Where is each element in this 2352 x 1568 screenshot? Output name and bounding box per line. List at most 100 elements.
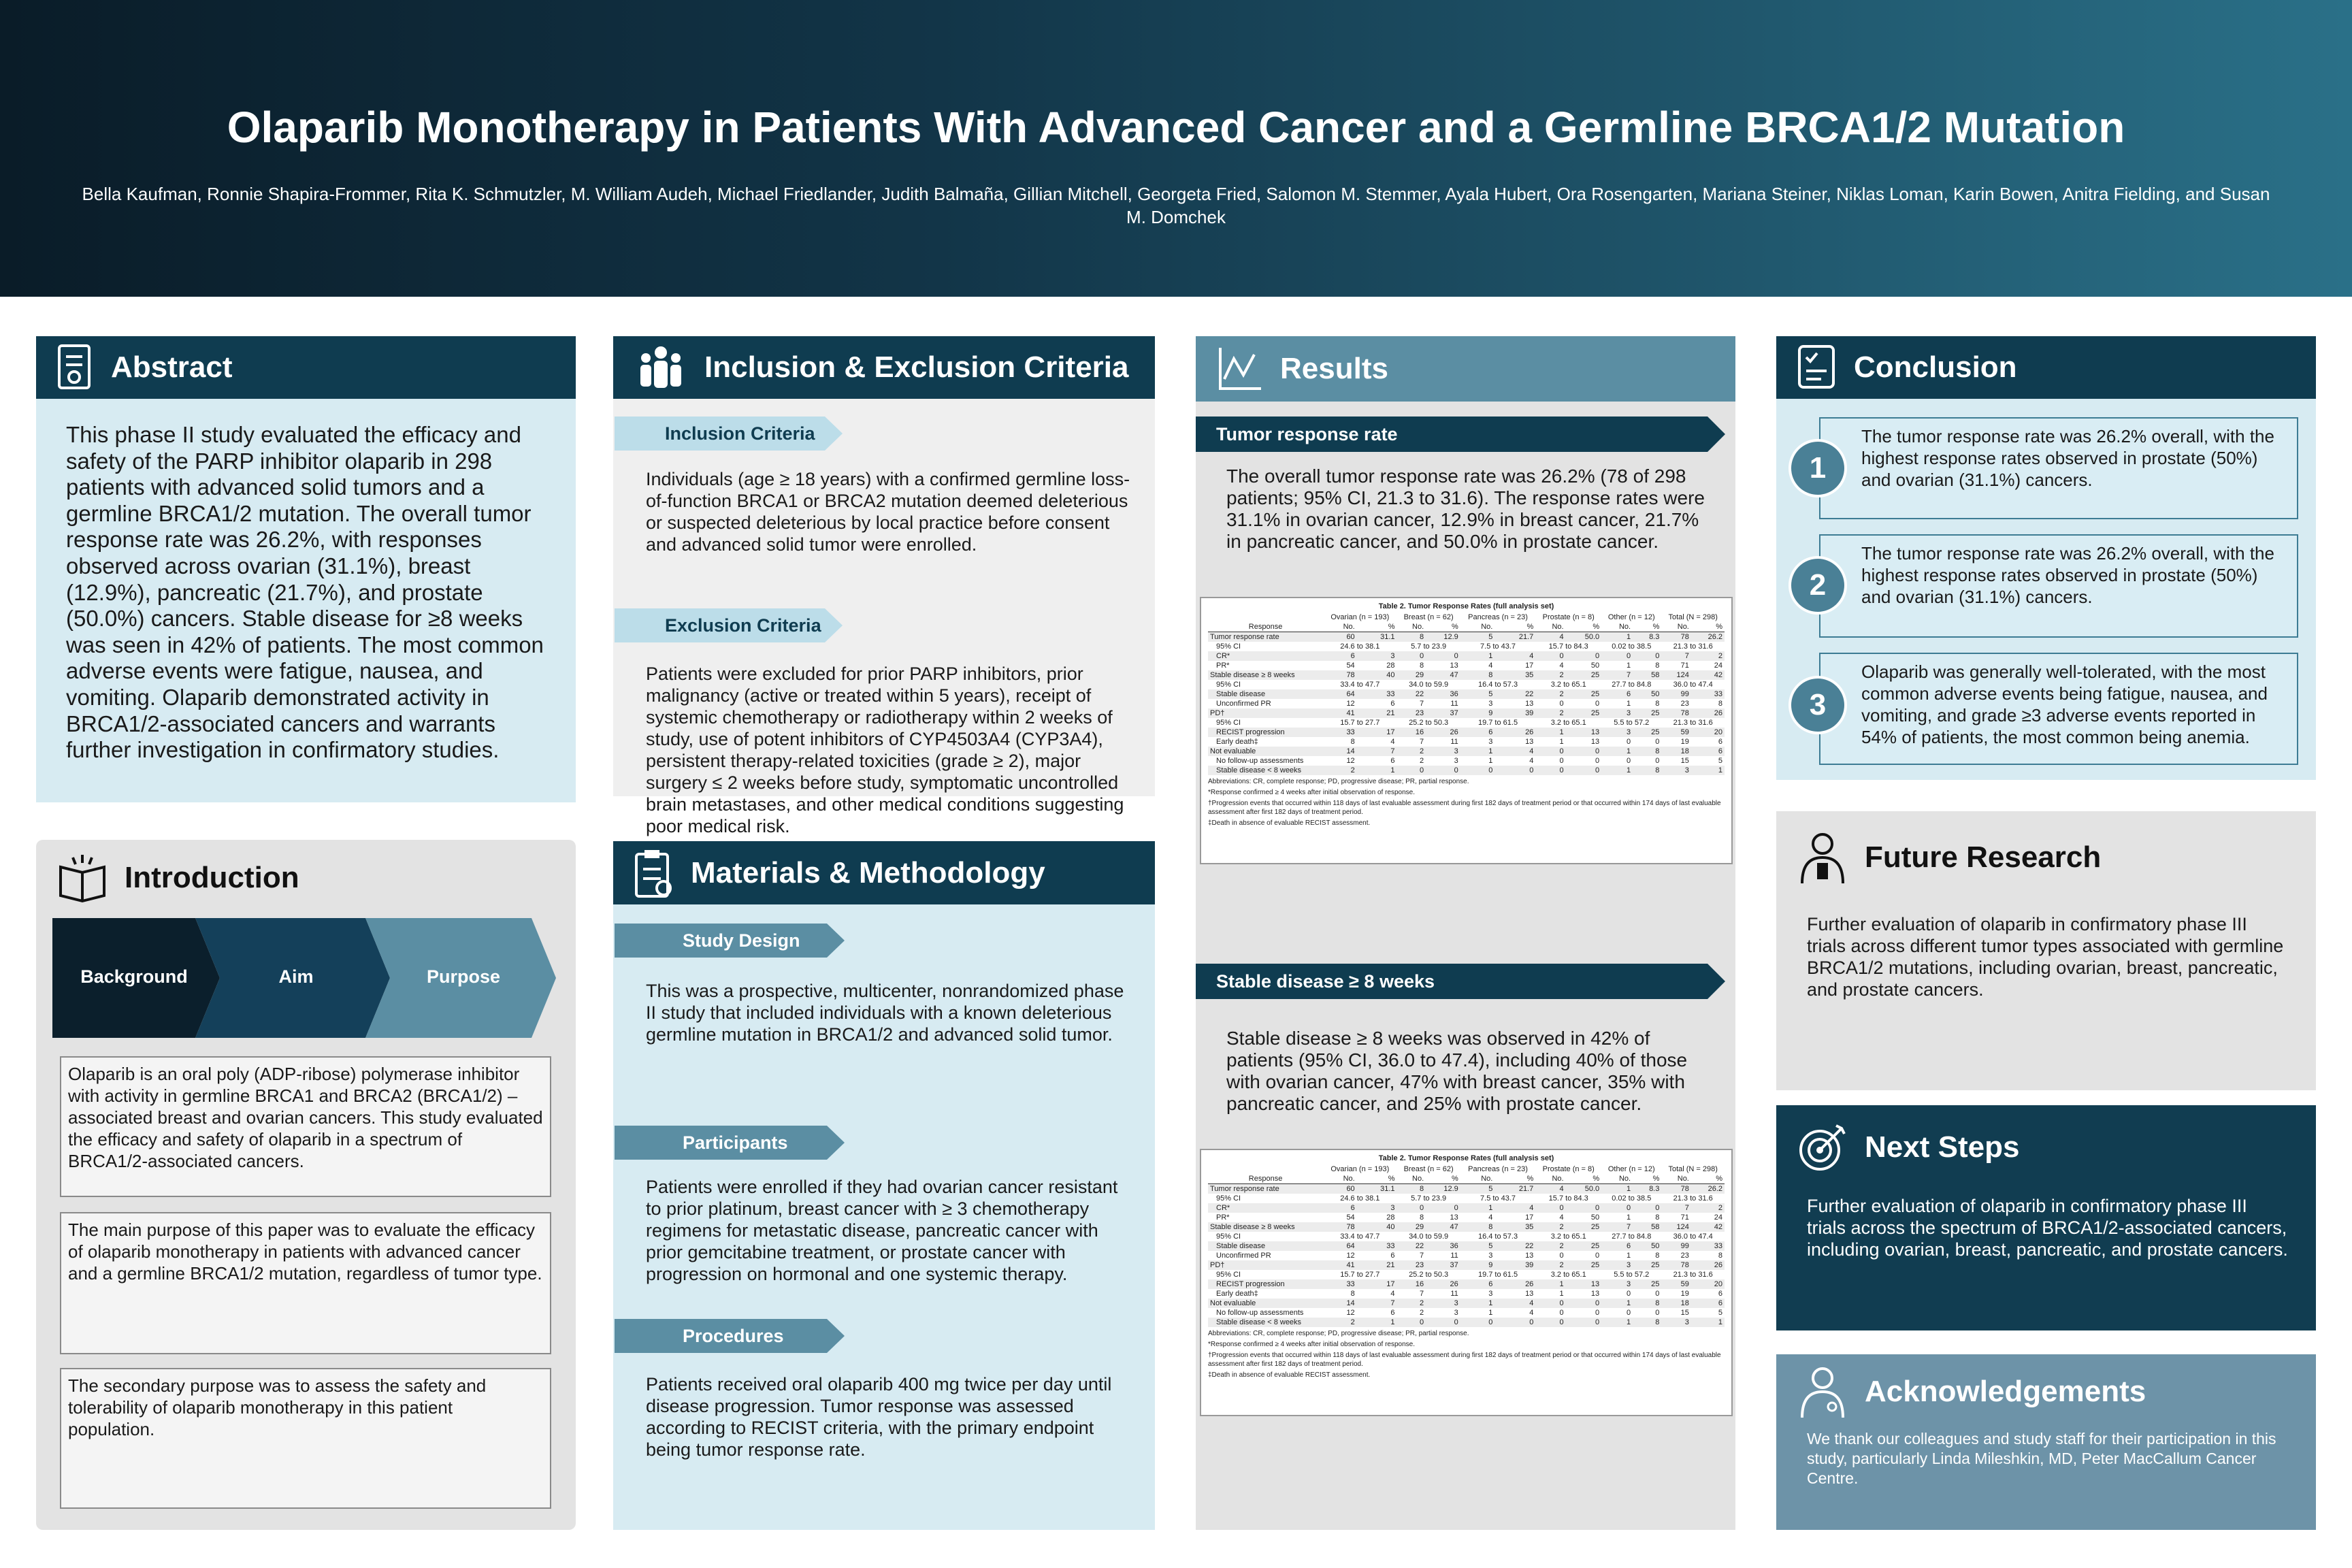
conclusion-number: 3: [1788, 676, 1847, 734]
table-cell: 25: [1565, 1222, 1602, 1232]
table-cell: 8: [1350, 738, 1355, 746]
section-heading: Future Research: [1865, 840, 2102, 874]
table-cell: 64: [1323, 1241, 1357, 1251]
table-cell: 0: [1460, 766, 1495, 775]
table-cell: 1: [1460, 1298, 1495, 1308]
table-cell: 3: [1426, 1298, 1460, 1308]
table-cell: 1: [1690, 766, 1725, 775]
conclusion-number: 2: [1788, 556, 1847, 615]
table-subheader: No.: [1661, 1174, 1691, 1184]
table-cell: No follow-up assessments: [1216, 757, 1304, 765]
table-subheader: No.: [1396, 1174, 1426, 1184]
table-cell: 95% CI: [1216, 642, 1241, 651]
table-subheader: %: [1565, 1174, 1602, 1184]
table-cell: 0: [1535, 1298, 1566, 1308]
table-cell: 16: [1396, 728, 1426, 737]
table-cell: 95% CI: [1216, 1271, 1241, 1279]
table-cell: 25: [1633, 708, 1662, 718]
table-cell: 4: [1529, 757, 1534, 765]
intro-paragraph: The main purpose of this paper was to ev…: [60, 1212, 551, 1354]
table-cell: 4: [1494, 651, 1536, 661]
table-cell: 13: [1525, 1290, 1534, 1298]
table-cell: 6: [1601, 1241, 1633, 1251]
table-cell: 1: [1356, 766, 1397, 775]
table-cell: 26: [1426, 728, 1460, 737]
header-banner: [0, 0, 2352, 297]
table-cell: 0: [1494, 1318, 1536, 1327]
table-cell: 8: [1350, 1290, 1355, 1298]
table-cell: 6: [1460, 1279, 1495, 1289]
table-cell: 24: [1714, 662, 1722, 670]
table-cell: 24: [1714, 1213, 1722, 1222]
doctor-icon: [1801, 1367, 1844, 1418]
table-cell: 2: [1690, 651, 1725, 661]
table-cell: 8: [1655, 700, 1660, 708]
table-cell: 7.5 to 43.7: [1480, 1194, 1516, 1203]
tab-shape: [365, 918, 556, 1038]
table-cell: 37: [1426, 1260, 1460, 1270]
method-text: Patients were enrolled if they had ovari…: [646, 1177, 1118, 1284]
table-cell: 1: [1601, 766, 1633, 775]
table-cell: 6: [1323, 1203, 1357, 1213]
table-cell: 21.3 to 31.6: [1673, 642, 1713, 651]
table-cell: 27.7 to 84.8: [1612, 681, 1652, 689]
table-cell: 41: [1323, 708, 1357, 718]
table-cell: 13: [1525, 700, 1534, 708]
table-row: 95% CI 24.6 to 38.1 5.7 to 23.9 7.5 to 43.7…: [1208, 1194, 1725, 1203]
table-cell: 12: [1346, 1309, 1355, 1317]
table-cell: 33: [1323, 728, 1357, 737]
table-cell: Unconfirmed PR: [1216, 700, 1271, 708]
table-row: 95% CI 33.4 to 47.7 34.0 to 59.9 16.4 to 57…: [1208, 680, 1725, 689]
table-row: Tumor response rate 60 31.1 8 12.9 5 21.7 4 50.0…: [1208, 632, 1725, 642]
table-cell: 7: [1420, 738, 1424, 746]
table-cell: 0: [1565, 1203, 1602, 1213]
table-cell: 3: [1356, 651, 1397, 661]
table-cell: 6: [1390, 1309, 1395, 1317]
table-cell: 7: [1356, 747, 1397, 756]
table-subheader: %: [1356, 1174, 1397, 1184]
table-cell: 6: [1460, 728, 1495, 737]
table-cell: 0: [1633, 1203, 1662, 1213]
table-group-header: Prostate (n = 8): [1542, 613, 1595, 621]
table-cell: 26: [1494, 728, 1536, 737]
section-heading: Conclusion: [1854, 350, 2017, 384]
table-cell: 3: [1601, 1260, 1633, 1270]
table-grid: Ovarian (n = 193) Breast (n = 62) Pancreas…: [1208, 1164, 1725, 1327]
table-row: RECIST progression 33 17 16 26 6 26 1 13 3 25 59 20: [1208, 728, 1725, 737]
table-header-row: Ovarian (n = 193) Breast (n = 62) Pancreas…: [1208, 612, 1725, 622]
table-row: Stable disease 64 33 22 36 5 22 2 25 6 50 99 33: [1208, 689, 1725, 699]
table-row: Early death‡ 8 4 7 11 3 13 1 13 0 0 19 6: [1208, 1289, 1725, 1298]
methods-heading-row: Materials & Methodology: [613, 841, 1155, 904]
table-cell: 0: [1426, 651, 1460, 661]
table-cell: 5: [1718, 1309, 1722, 1317]
table-cell: 2: [1396, 1298, 1426, 1308]
table-cell: 4: [1494, 1203, 1536, 1213]
table-cell: 13: [1525, 1252, 1534, 1260]
table-cell: 7: [1420, 1252, 1424, 1260]
table-cell: CR*: [1208, 1203, 1324, 1213]
table-cell: 3: [1488, 1252, 1493, 1260]
table-cell: 5.7 to 23.9: [1411, 1194, 1447, 1203]
table-group-header: Pancreas (n = 23): [1468, 613, 1528, 621]
table-cell: 35: [1494, 1222, 1536, 1232]
table-cell: 54: [1346, 1213, 1355, 1222]
table-cell: 3: [1601, 708, 1633, 718]
table-subheader: No.: [1535, 1174, 1566, 1184]
table-grid: Ovarian (n = 193) Breast (n = 62) Pancreas…: [1208, 612, 1725, 775]
table-header-row: Ovarian (n = 193) Breast (n = 62) Pancreas…: [1208, 1164, 1725, 1174]
table-subheader: No.: [1535, 622, 1566, 632]
table-cell: 5.7 to 23.9: [1411, 642, 1447, 651]
table-cell: 3: [1488, 700, 1493, 708]
table-cell: 1: [1626, 1213, 1631, 1222]
book-icon: [59, 855, 105, 903]
table-cell: 15.7 to 27.7: [1340, 719, 1380, 727]
table-cell: Tumor response rate: [1208, 632, 1324, 642]
table-row: Unconfirmed PR 12 6 7 11 3 13 0 0 1 8 23 8: [1208, 699, 1725, 708]
table-cell: [1208, 1164, 1323, 1174]
table-cell: 42: [1690, 670, 1725, 680]
table-cell: 35: [1494, 670, 1536, 680]
table-cell: 7: [1356, 1298, 1397, 1308]
exclusion-label: Exclusion Criteria: [615, 608, 843, 642]
method-label: Procedures: [615, 1319, 845, 1353]
table-cell: 0: [1559, 757, 1564, 765]
